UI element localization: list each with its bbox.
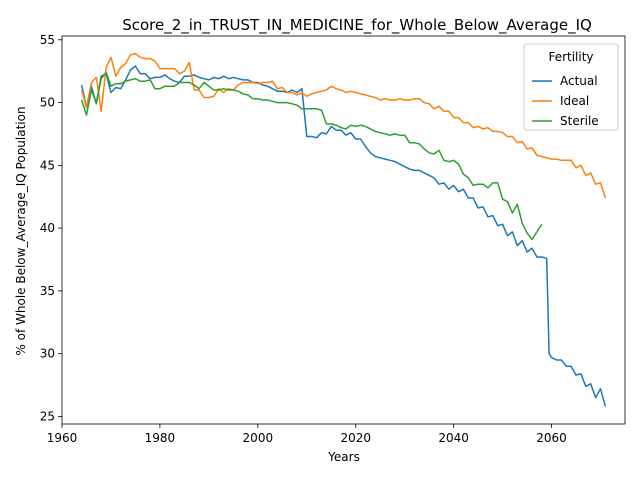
- plot-area: [61, 35, 626, 425]
- x-tick-label: 2060: [536, 431, 567, 445]
- legend-items: Actual Ideal Sterile: [532, 74, 599, 128]
- y-axis: 25 30 35 40 45 50 55: [40, 33, 62, 423]
- x-axis: 1960 1980 2000 2020 2040 2060: [47, 424, 567, 445]
- x-tick-label: 1980: [145, 431, 176, 445]
- legend-label-ideal: Ideal: [560, 94, 589, 108]
- chart-title: Score_2_in_TRUST_IN_MEDICINE_for_Whole_B…: [122, 16, 592, 35]
- y-axis-label: % of Whole Below_Average_IQ Population: [14, 106, 28, 355]
- y-tick-label: 30: [40, 347, 55, 361]
- y-tick-label: 45: [40, 158, 55, 172]
- y-tick-label: 55: [40, 33, 55, 47]
- series-line-sterile: [80, 71, 543, 241]
- series-line-actual: [80, 65, 607, 407]
- y-tick-label: 40: [40, 221, 55, 235]
- y-tick-label: 50: [40, 96, 55, 110]
- x-tick-label: 2000: [243, 431, 274, 445]
- legend-title: Fertility: [548, 50, 593, 64]
- legend-box: [523, 43, 619, 131]
- legend-label-actual: Actual: [560, 74, 598, 88]
- legend-label-sterile: Sterile: [560, 114, 599, 128]
- y-tick-label: 25: [40, 409, 55, 423]
- plot-frame: [61, 35, 626, 425]
- x-tick-label: 2020: [340, 431, 371, 445]
- x-tick-label: 2040: [438, 431, 469, 445]
- x-axis-label: Years: [327, 450, 360, 464]
- y-tick-label: 35: [40, 284, 55, 298]
- legend: Fertility Actual Ideal Sterile: [523, 43, 619, 131]
- series-line-ideal: [80, 52, 607, 199]
- x-tick-label: 1960: [47, 431, 78, 445]
